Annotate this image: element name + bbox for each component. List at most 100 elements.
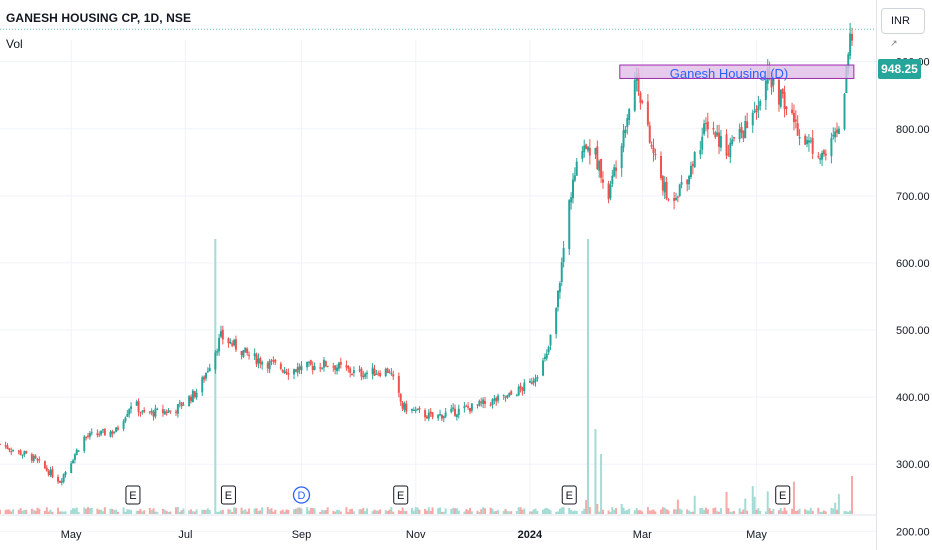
volume-bar	[176, 507, 179, 514]
volume-bar	[75, 507, 78, 514]
currency-button[interactable]: INR	[881, 8, 925, 34]
candle-body	[156, 408, 159, 410]
volume-bar	[221, 509, 224, 514]
y-tick-label: 500.00	[896, 325, 930, 337]
candle-body	[51, 469, 54, 478]
volume-bar	[491, 508, 494, 514]
candle-body	[25, 451, 28, 454]
candle-body	[38, 459, 41, 461]
candle-body	[847, 54, 850, 69]
volume-bar	[165, 510, 168, 514]
candle-body	[665, 181, 668, 199]
volume-bar	[637, 510, 640, 514]
candle-body	[457, 408, 460, 416]
candle-body	[141, 411, 144, 413]
candle-body	[175, 411, 178, 413]
last-price-label: 948.25	[878, 59, 921, 79]
candle-body	[337, 362, 340, 369]
volume-bar	[83, 507, 86, 514]
candle-body	[21, 454, 24, 456]
candle-body	[714, 132, 717, 138]
candle-body	[96, 433, 99, 436]
volume-bar	[313, 508, 316, 514]
candle-body	[757, 105, 760, 110]
volume-bar	[543, 508, 546, 514]
symbol-title[interactable]: GANESH HOUSING CP, 1D, NSE	[6, 11, 192, 25]
candle-body	[227, 338, 230, 344]
candle-body	[4, 445, 7, 447]
resistance-zone-rect[interactable]	[619, 64, 855, 79]
candle-body	[427, 412, 430, 419]
candle-body	[30, 454, 33, 461]
volume-bar	[0, 509, 1, 514]
x-tick-label: 2024	[518, 529, 543, 541]
earnings-marker-box	[775, 485, 791, 505]
candle-body	[336, 367, 339, 372]
candle-body	[469, 408, 472, 412]
resistance-zone[interactable]	[619, 64, 855, 79]
candle-body	[416, 408, 419, 411]
volume-bar	[806, 510, 809, 514]
volume-bar	[259, 510, 262, 514]
earnings-marker[interactable]: E	[775, 485, 791, 505]
candle-body	[188, 396, 191, 407]
volume-bar	[240, 507, 243, 514]
volume-bar	[693, 495, 696, 514]
volume-bar	[469, 507, 472, 514]
earnings-marker[interactable]: E	[393, 485, 409, 505]
volume-bar	[103, 507, 106, 514]
earnings-marker[interactable]: E	[125, 485, 141, 505]
volume-bar	[783, 507, 786, 514]
candle-body	[532, 380, 535, 384]
volume-bar	[169, 511, 172, 514]
volume-bar	[352, 511, 355, 514]
x-tick-label: May	[61, 529, 82, 541]
volume-bar	[227, 509, 230, 514]
volume-bar	[175, 507, 178, 514]
volume-bar	[143, 510, 146, 514]
candle-body	[465, 405, 468, 407]
volume-bar	[766, 491, 769, 514]
candle-body	[804, 135, 807, 145]
candle-body	[208, 367, 211, 372]
volume-bar	[203, 509, 206, 514]
candle-body	[791, 109, 794, 113]
candle-body	[751, 112, 754, 126]
volume-bar	[12, 509, 15, 514]
volume-bar	[455, 508, 458, 514]
dividend-marker[interactable]: D	[292, 486, 311, 504]
candle-body	[450, 408, 453, 413]
candle-body	[811, 138, 814, 154]
candle-body	[611, 175, 614, 184]
candle-body	[467, 406, 470, 408]
candle-body	[817, 156, 820, 158]
candle-body	[607, 183, 610, 200]
earnings-marker[interactable]: E	[220, 485, 236, 505]
candle-body	[116, 427, 119, 430]
candle-body	[261, 362, 264, 365]
candle-body	[555, 308, 558, 334]
candle-body	[150, 410, 153, 413]
volume-bar	[101, 511, 104, 514]
volume-bar	[384, 510, 387, 514]
candle-body	[103, 429, 106, 436]
candle-body	[650, 144, 653, 147]
volume-bar	[279, 510, 282, 514]
candle-body	[424, 410, 427, 418]
price-scale-panel[interactable]	[876, 0, 932, 550]
volume-bar	[470, 511, 473, 514]
candle-body	[253, 353, 256, 357]
volume-legend-label[interactable]: Vol	[6, 37, 23, 51]
volume-bar	[397, 510, 400, 514]
volume-bar	[57, 507, 60, 514]
candle-body	[23, 451, 26, 455]
volume-bar	[219, 510, 222, 514]
volume-bar	[109, 508, 112, 514]
candle-body	[272, 360, 275, 362]
volume-bar	[755, 509, 758, 514]
volume-bar	[613, 509, 616, 514]
volume-bar	[660, 509, 663, 514]
earnings-marker[interactable]: E	[561, 485, 577, 505]
candle-body	[785, 106, 788, 109]
